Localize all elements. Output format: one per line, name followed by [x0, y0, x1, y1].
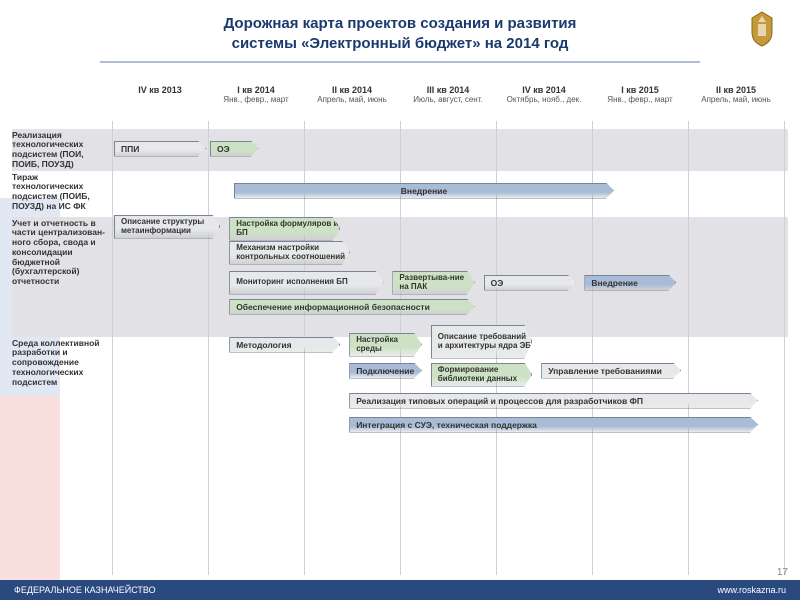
title-underline: [100, 61, 700, 63]
row-label: Учет и отчетность в части централизован-…: [12, 219, 112, 287]
column-header: II кв 2015Апрель, май, июнь: [688, 85, 784, 105]
page-number: 17: [777, 567, 788, 578]
gantt-bar: Интеграция с СУЭ, техническая поддержка: [349, 417, 758, 433]
row-label: Реализация технологических подсистем (ПО…: [12, 131, 112, 170]
row-label: Среда коллективной разработки и сопровож…: [12, 339, 112, 388]
row-label: Тираж технологических подсистем (ПОИБ, П…: [12, 173, 112, 212]
gantt-bar: Настройка среды: [349, 333, 422, 357]
grid-line: [112, 121, 113, 575]
title-line-1: Дорожная карта проектов создания и разви…: [224, 15, 577, 32]
column-header: IV кв 2013: [112, 85, 208, 96]
gantt-bar: Настройка формуляров и БП: [229, 217, 340, 241]
gantt-bar: Управление требованиями: [541, 363, 681, 379]
footer-bar: ФЕДЕРАЛЬНОЕ КАЗНАЧЕЙСТВО www.roskazna.ru: [0, 580, 800, 600]
gantt-bar: Механизм настройки контрольных соотношен…: [229, 241, 350, 265]
gantt-bar: Мониторинг исполнения БП: [229, 271, 383, 295]
gantt-bar: Описание структуры метаинформации: [114, 215, 220, 239]
gantt-bar: Внедрение: [584, 275, 676, 291]
gantt-bar: ОЭ: [210, 141, 259, 157]
column-header: I кв 2015Янв., февр., март: [592, 85, 688, 105]
gantt-bar: Подключение: [349, 363, 422, 379]
gantt-bar: Внедрение: [234, 183, 614, 199]
footer-url: www.roskazna.ru: [717, 585, 786, 595]
gantt-bar: Развертыва-ние на ПАК: [392, 271, 474, 295]
gantt-bar: ОЭ: [484, 275, 576, 291]
grid-line: [688, 121, 689, 575]
column-header: II кв 2014Апрель, май, июнь: [304, 85, 400, 105]
gantt-bar: Описание требований и архитектуры ядра Э…: [431, 325, 533, 359]
grid-line: [784, 121, 785, 575]
page-title: Дорожная карта проектов создания и разви…: [0, 0, 800, 73]
column-header: III кв 2014Июль, август, сент.: [400, 85, 496, 105]
footer-org: ФЕДЕРАЛЬНОЕ КАЗНАЧЕЙСТВО: [14, 585, 156, 595]
gantt-bar: Методология: [229, 337, 340, 353]
gantt-bar: Реализация типовых операций и процессов …: [349, 393, 758, 409]
column-header: I кв 2014Янв., февр., март: [208, 85, 304, 105]
roadmap-chart: IV кв 2013I кв 2014Янв., февр., мартII к…: [12, 85, 788, 575]
column-header: IV кв 2014Октябрь, нояб., дек.: [496, 85, 592, 105]
title-line-2: системы «Электронный бюджет» на 2014 год: [232, 35, 569, 52]
gantt-bar: Обеспечение информационной безопасности: [229, 299, 475, 315]
gantt-bar: Формирование библиотеки данных: [431, 363, 533, 387]
gantt-bar: ППИ: [114, 141, 206, 157]
grid-line: [208, 121, 209, 575]
